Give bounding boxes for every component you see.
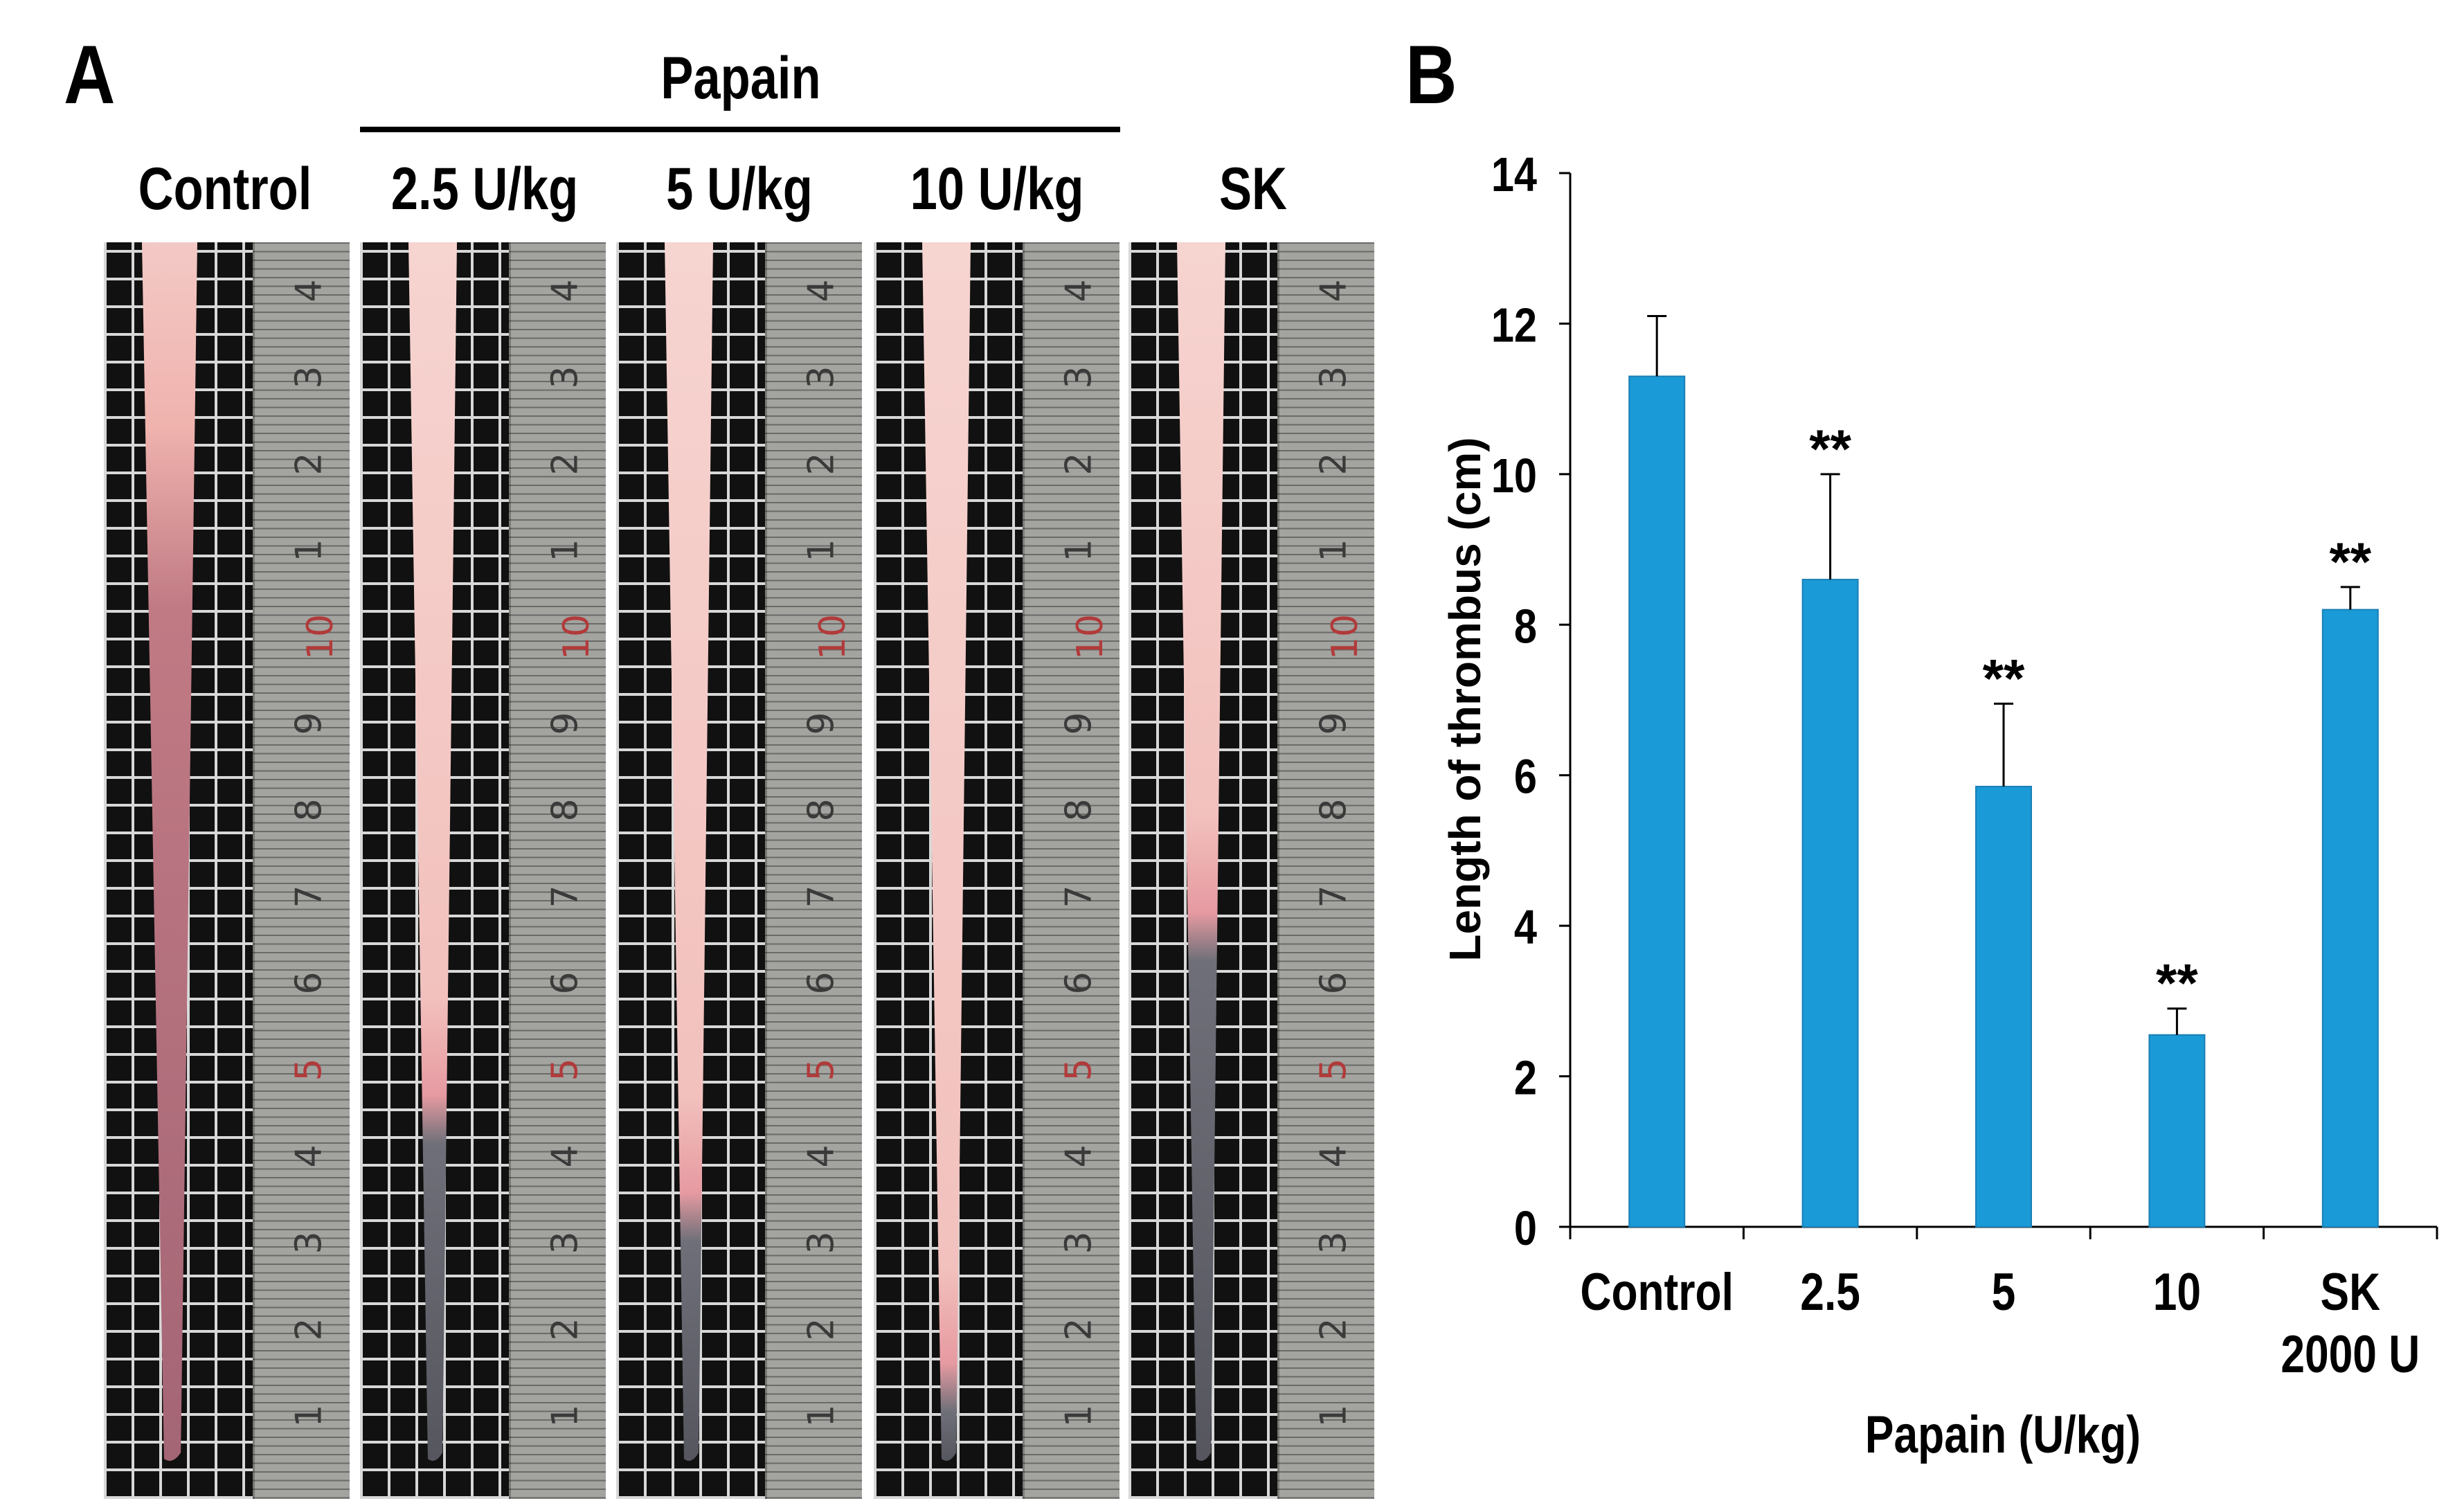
tail-photo-4: 4 3 2 1 10 9 8 7 6 5 4 3 2 1 [1128,242,1374,1499]
y-tick-label: 2 [1514,1050,1537,1105]
bar [1801,579,1859,1228]
bar [1628,375,1686,1228]
bar [2148,1034,2206,1228]
bar [2321,609,2379,1228]
column-label-2: 5 U/kg [666,156,813,222]
y-tick-label: 4 [1514,900,1537,955]
y-tick-label: 6 [1514,749,1537,804]
ruler: 4 3 2 1 10 9 8 7 6 5 4 3 2 1 [765,242,862,1499]
x-category-label: 2.5 [1800,1262,1860,1321]
ruler: 4 3 2 1 10 9 8 7 6 5 4 3 2 1 [509,242,606,1499]
column-label-4: SK [1219,156,1287,222]
y-tick-label: 14 [1491,147,1537,201]
significance-marker: ** [1983,647,2025,708]
x-category-label: SK [2321,1262,2381,1321]
y-tick-label: 10 [1491,448,1537,503]
x-category-label: 2000 U [2281,1324,2420,1383]
column-label-1: 2.5 U/kg [390,156,579,222]
x-category-label: 5 [1992,1262,2016,1321]
ruler: 4 3 2 1 10 9 8 7 6 5 4 3 2 1 [1023,242,1119,1499]
panel-b-letter: B [1405,28,1457,121]
y-tick-label: 0 [1514,1201,1537,1255]
column-label-0: Control [138,156,312,222]
y-axis-title: Length of thrombus (cm) [1440,437,1490,961]
papain-group-line [360,127,1120,132]
x-category-label: Control [1580,1262,1733,1321]
ruler: 4 3 2 1 10 9 8 7 6 5 4 3 2 1 [1277,242,1374,1499]
tail-photo-1: 4 3 2 1 10 9 8 7 6 5 4 3 2 1 [360,242,606,1499]
tail-photo-0: 4 3 2 1 10 9 8 7 6 5 4 3 2 1 [104,242,350,1499]
column-label-3: 10 U/kg [910,156,1084,222]
significance-marker: ** [2329,531,2371,592]
tail-photo-2: 4 3 2 1 10 9 8 7 6 5 4 3 2 1 [616,242,862,1499]
y-tick-label: 12 [1491,298,1537,352]
x-axis-title: Papain (U/kg) [1865,1405,2141,1464]
panel-a-letter: A [64,28,116,121]
tail-photo-3: 4 3 2 1 10 9 8 7 6 5 4 3 2 1 [874,242,1119,1499]
x-category-label: 10 [2153,1262,2201,1321]
papain-group-label: Papain [660,45,821,111]
significance-marker: ** [2156,953,2198,1014]
y-tick-label: 8 [1514,599,1537,654]
ruler: 4 3 2 1 10 9 8 7 6 5 4 3 2 1 [253,242,350,1499]
bar [1975,786,2032,1228]
significance-marker: ** [1809,418,1851,479]
